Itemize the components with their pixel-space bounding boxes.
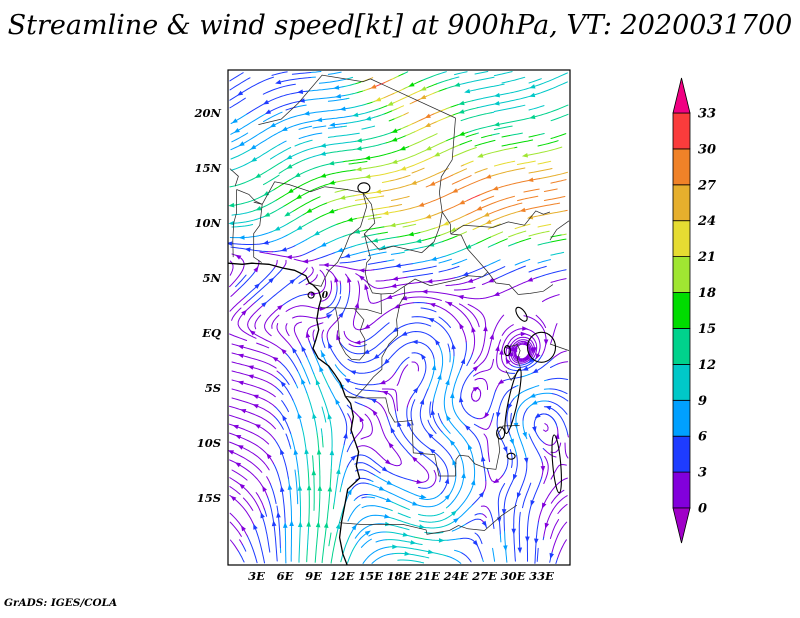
streamlines	[229, 71, 569, 564]
x-tick-label: 18E	[387, 569, 412, 583]
map-frame	[227, 69, 571, 566]
x-tick-label: 15E	[358, 569, 383, 583]
x-tick-label: 12E	[330, 569, 355, 583]
y-tick-label: 15S	[197, 491, 221, 505]
x-tick-label: 9E	[305, 569, 322, 583]
colorbar-tick-label: 27	[697, 178, 716, 193]
x-tick-label: 30E	[501, 569, 526, 583]
y-tick-label: 20N	[193, 106, 221, 120]
x-tick-label: 24E	[443, 569, 469, 583]
y-tick-label: 5S	[205, 381, 221, 395]
x-tick-label: 3E	[248, 569, 265, 583]
x-tick-label: 6E	[277, 569, 294, 583]
grads-stamp: GrADS: IGES/COLA	[4, 597, 118, 609]
y-tick-label: 10N	[194, 216, 221, 230]
colorbar-tick-label: 12	[698, 358, 716, 373]
chart-title: Streamline & wind speed[kt] at 900hPa, V…	[7, 10, 793, 41]
colorbar-tick-label: 15	[698, 322, 716, 337]
colorbar-tick-label: 33	[698, 107, 716, 122]
colorbar: 0 3 6 9 12 15 18 21 24 27 30 33	[672, 77, 716, 544]
y-tick-label: 5N	[202, 271, 221, 285]
colorbar-tick-label: 3	[698, 466, 707, 481]
map-geography	[228, 74, 570, 565]
colorbar-tick-label: 24	[697, 214, 716, 229]
y-tick-label: 10S	[197, 436, 221, 450]
colorbar-tick-label: 21	[697, 250, 716, 265]
colorbar-tick-label: 6	[698, 430, 707, 445]
colorbar-tick-label: 30	[698, 142, 716, 157]
map-annotation: 0	[322, 291, 329, 301]
colorbar-tick-label: 9	[698, 394, 707, 409]
y-tick-label: 15N	[194, 161, 221, 175]
x-tick-label: 33E	[529, 569, 554, 583]
y-tick-label: EQ	[201, 326, 221, 340]
x-tick-label: 21E	[414, 569, 440, 583]
colorbar-tick-label: 0	[698, 502, 707, 517]
x-tick-label: 27E	[471, 569, 497, 583]
colorbar-tick-label: 18	[698, 286, 716, 301]
